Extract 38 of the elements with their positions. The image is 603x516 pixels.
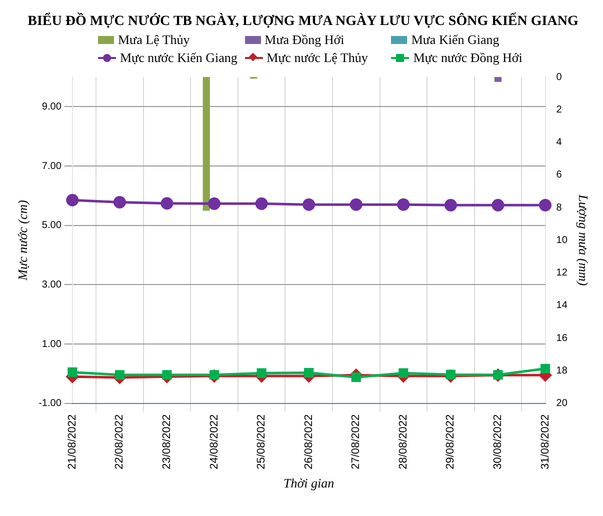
legend-label: Mực nước Kiến Giang <box>120 50 238 66</box>
y2-tick-label: 18 <box>556 365 568 376</box>
x-tick-label: 23/08/2022 <box>161 414 173 470</box>
chart-title: BIỂU ĐỒ MỰC NƯỚC TB NGÀY, LƯỢNG MƯA NGÀY LƯU VỰC SÔNG KIẾN GIANG <box>26 12 580 30</box>
legend-label: Mực nước Đồng Hới <box>413 50 522 66</box>
y2-tick-label: 4 <box>556 137 562 148</box>
legend-label: Mực nước Lệ Thủy <box>266 50 368 66</box>
y2-tick-label: 12 <box>556 268 568 279</box>
y2-tick-label: 20 <box>556 398 568 410</box>
y2-tick-label: 14 <box>556 300 568 312</box>
y-axis-title: Mực nước (cm) <box>15 200 30 282</box>
x-axis-title: Thời gian <box>284 476 334 491</box>
y2-tick-label: 0 <box>556 72 562 83</box>
y2-axis-title: Lượng mưa (mm) <box>576 194 591 286</box>
y-tick-label: 3.00 <box>42 279 62 290</box>
y-tick-label: 9.00 <box>42 101 62 112</box>
y2-tick-label: 8 <box>556 202 562 214</box>
y2-tick-label: 6 <box>556 170 562 181</box>
legend-label: Mưa Đồng Hới <box>264 32 344 48</box>
x-tick-label: 30/08/2022 <box>492 414 504 470</box>
x-tick-label: 28/08/2022 <box>397 414 410 470</box>
y2-tick-label: 2 <box>556 104 562 116</box>
x-tick-label: 29/08/2022 <box>444 414 457 470</box>
x-tick-label: 21/08/2022 <box>66 414 78 470</box>
y-tick-label: 5.00 <box>42 220 62 232</box>
y2-tick-label: 10 <box>556 234 568 246</box>
y-tick-label: 1.00 <box>42 338 62 350</box>
x-tick-label: 31/08/2022 <box>539 414 552 470</box>
y2-tick-label: 16 <box>556 332 568 344</box>
x-tick-label: 24/08/2022 <box>208 414 220 470</box>
y-tick-label: -1.00 <box>38 398 62 410</box>
legend-label: Mưa Lệ Thủy <box>118 32 190 48</box>
x-tick-label: 25/08/2022 <box>256 414 268 470</box>
x-tick-label: 26/08/2022 <box>302 414 315 470</box>
y-tick-label: 7.00 <box>42 160 62 172</box>
x-tick-label: 22/08/2022 <box>114 414 126 470</box>
x-tick-label: 27/08/2022 <box>350 414 362 470</box>
legend-label: Mưa Kiến Giang <box>411 32 500 48</box>
